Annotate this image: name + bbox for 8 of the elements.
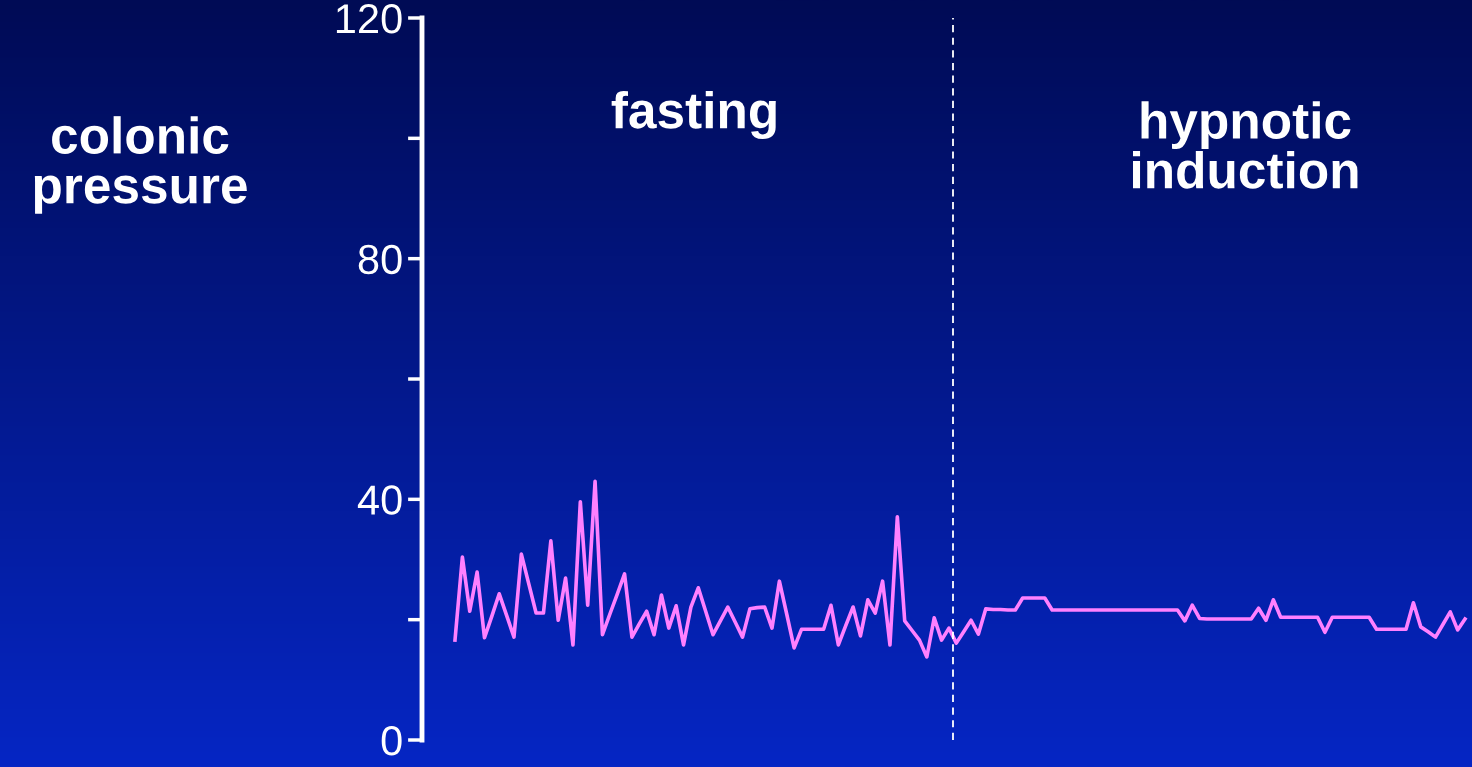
y-axis-title: colonic pressure <box>34 116 247 214</box>
y-tick-label: 40 <box>357 485 402 515</box>
y-tick-label: 120 <box>336 4 402 34</box>
y-tick-label: 0 <box>381 726 402 756</box>
annotation: fasting <box>611 90 776 140</box>
line-series <box>453 479 1467 659</box>
annotation: hypnotic induction <box>1133 101 1358 189</box>
y-tick-label: 80 <box>358 244 402 275</box>
